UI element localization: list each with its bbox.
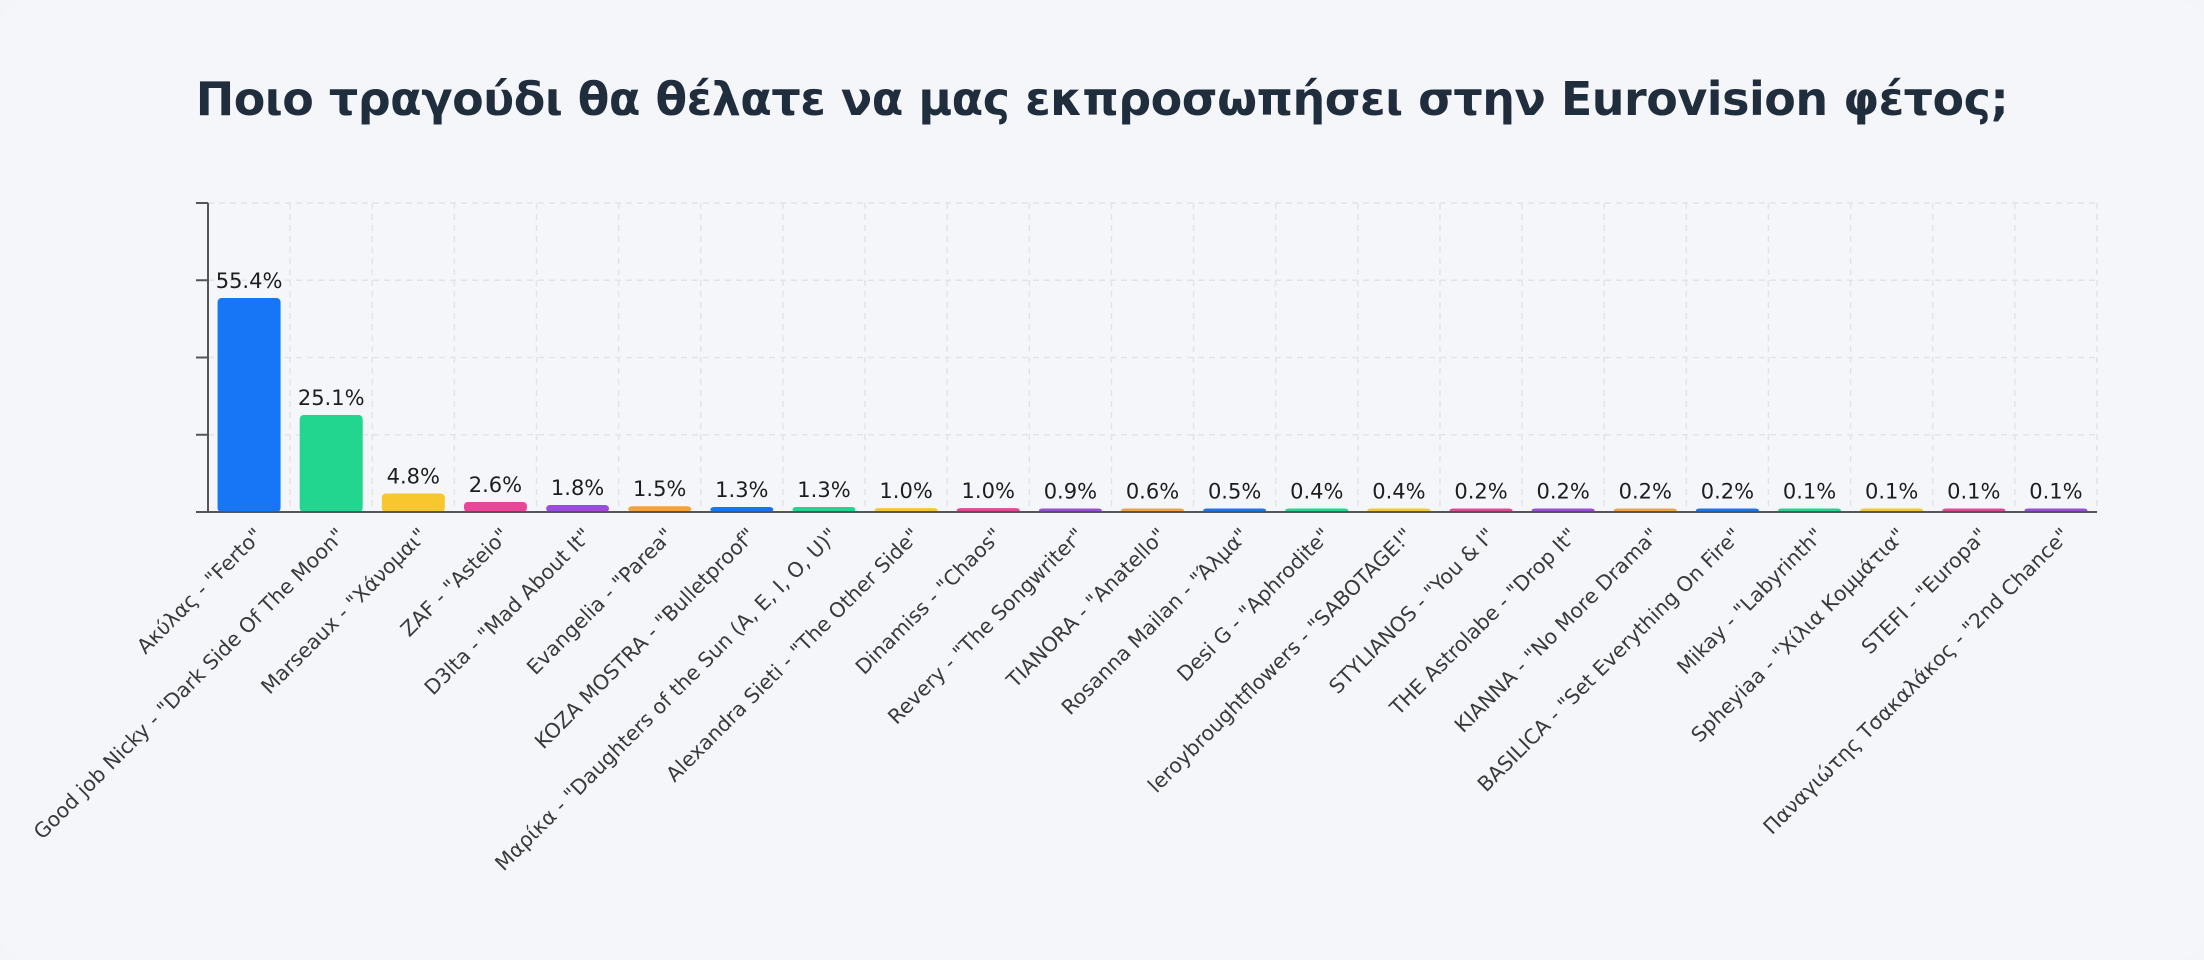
bar-4[interactable]: [546, 505, 610, 512]
data-label-14: 0.4%: [1372, 480, 1425, 504]
data-label-18: 0.2%: [1701, 480, 1754, 504]
data-label-9: 1.0%: [962, 479, 1015, 503]
bar-0[interactable]: [217, 298, 281, 512]
data-label-12: 0.5%: [1208, 480, 1261, 504]
axes: [196, 202, 2097, 513]
data-label-4: 1.8%: [551, 476, 604, 500]
x-tick-label-15: STYLIANOS - "You & I": [1324, 523, 1499, 698]
data-label-13: 0.4%: [1290, 480, 1343, 504]
bar-5[interactable]: [628, 506, 692, 512]
data-labels: 55.4% 25.1% 4.8% 2.6% 1.8% 1.5% 1.3% 1.3% 1.0% 1.…: [216, 269, 2083, 503]
chart-title: Ποιο τραγούδι θα θέλατε να μας εκπροσωπή…: [195, 72, 2009, 126]
data-label-2: 4.8%: [387, 464, 440, 488]
x-tick-label-11: TIANORA - "Anatello": [1001, 523, 1171, 693]
data-label-0: 55.4%: [216, 269, 283, 293]
bar-6[interactable]: [710, 506, 774, 512]
data-label-6: 1.3%: [715, 478, 768, 502]
x-tick-label-1: Good job Nicky - "Dark Side Of The Moon": [29, 523, 350, 844]
data-label-17: 0.2%: [1619, 480, 1672, 504]
data-label-21: 0.1%: [1947, 480, 2000, 504]
data-label-10: 0.9%: [1044, 480, 1097, 504]
x-tick-label-2: Marseaux - "Χάνομαι": [256, 523, 431, 698]
data-label-8: 1.0%: [879, 479, 932, 503]
data-label-19: 0.1%: [1783, 480, 1836, 504]
data-label-5: 1.5%: [633, 477, 686, 501]
x-tick-labels: Ακύλας - "Ferto"Good job Nicky - "Dark S…: [29, 523, 2074, 875]
x-tick-label-22: Παναγιώτης Τσακαλάκος - "2nd Chance": [1758, 523, 2074, 839]
x-tick-label-13: Desi G - "Aphrodite": [1172, 523, 1335, 686]
bar-1[interactable]: [299, 415, 363, 512]
bar-7[interactable]: [792, 506, 856, 512]
bar-3[interactable]: [463, 501, 527, 512]
x-tick-label-4: D3lta - "Mad About It": [420, 523, 596, 699]
x-tick-label-9: Dinamiss - "Chaos": [851, 523, 1007, 679]
x-tick-label-19: Mikay - "Labyrinth": [1672, 523, 1828, 679]
data-label-7: 1.3%: [797, 478, 850, 502]
x-tick-label-5: Evangelia - "Parea": [522, 523, 678, 679]
data-label-11: 0.6%: [1126, 480, 1179, 504]
data-label-3: 2.6%: [469, 473, 522, 497]
bar-2[interactable]: [381, 493, 445, 512]
data-label-15: 0.2%: [1454, 480, 1507, 504]
data-label-16: 0.2%: [1536, 480, 1589, 504]
data-label-1: 25.1%: [298, 386, 365, 410]
grid-lines: [207, 202, 2098, 513]
data-label-20: 0.1%: [1865, 480, 1918, 504]
data-label-22: 0.1%: [2029, 480, 2082, 504]
